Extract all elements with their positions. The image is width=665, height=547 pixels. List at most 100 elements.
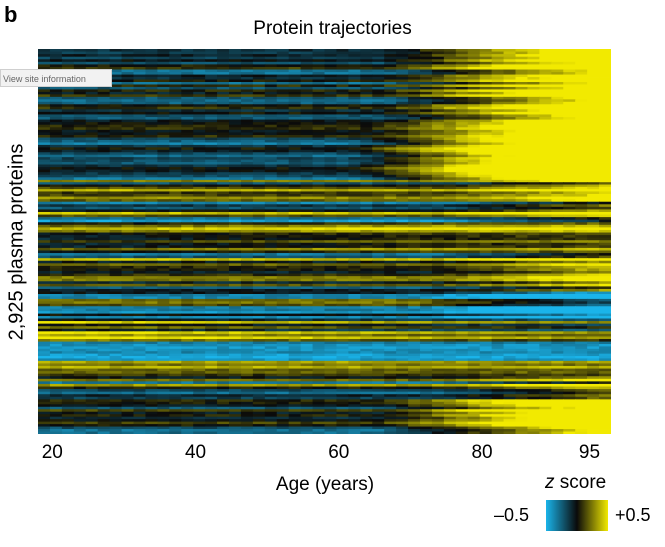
heatmap-cell xyxy=(491,106,505,110)
heatmap-cell xyxy=(193,89,206,93)
heatmap-cell xyxy=(527,94,540,98)
heatmap-cell xyxy=(587,144,600,148)
heatmap-cell xyxy=(193,54,206,58)
heatmap-cell xyxy=(455,260,469,264)
heatmap-cell xyxy=(133,245,147,249)
heatmap-cell xyxy=(240,222,254,226)
heatmap-cell xyxy=(85,49,99,52)
heatmap-cell xyxy=(121,77,135,80)
heatmap-cell xyxy=(205,179,218,183)
heatmap-cell xyxy=(455,219,469,223)
heatmap-cell xyxy=(252,94,266,98)
heatmap-cell xyxy=(97,124,111,128)
heatmap-cell xyxy=(599,104,611,108)
heatmap-cell xyxy=(563,82,576,85)
heatmap-cell xyxy=(312,162,326,165)
heatmap-cell xyxy=(396,66,409,70)
heatmap-cell xyxy=(61,59,75,63)
heatmap-cell xyxy=(587,283,600,287)
heatmap-cell xyxy=(599,194,611,197)
heatmap-cell xyxy=(61,281,75,285)
heatmap-cell xyxy=(38,245,51,249)
heatmap-row xyxy=(38,281,611,285)
heatmap-cell xyxy=(443,149,457,153)
heatmap-cell xyxy=(348,152,361,156)
heatmap-cell xyxy=(587,194,600,197)
heatmap-cell xyxy=(240,184,254,188)
heatmap-cell xyxy=(348,229,361,233)
heatmap-cell xyxy=(240,119,254,123)
heatmap-cell xyxy=(169,179,182,183)
heatmap-cell xyxy=(97,303,111,307)
heatmap-cell xyxy=(133,111,147,115)
heatmap-cell xyxy=(336,64,349,68)
heatmap-cell xyxy=(348,134,361,138)
heatmap-cell xyxy=(443,49,457,52)
heatmap-cell xyxy=(252,164,266,168)
heatmap-cell xyxy=(61,222,75,226)
heatmap-cell xyxy=(145,237,158,241)
heatmap-cell xyxy=(85,129,99,133)
heatmap-cell xyxy=(479,209,493,213)
heatmap-cell xyxy=(539,96,552,100)
heatmap-cell xyxy=(157,177,170,181)
heatmap-cell xyxy=(97,263,111,267)
heatmap-cell xyxy=(467,56,481,60)
heatmap-cell xyxy=(85,232,99,236)
heatmap-cell xyxy=(360,294,373,297)
heatmap-cell xyxy=(217,276,230,280)
heatmap-cell xyxy=(264,144,278,148)
heatmap-cell xyxy=(599,301,611,305)
heatmap-cell xyxy=(157,268,170,272)
heatmap-cell xyxy=(38,273,51,277)
heatmap-cell xyxy=(324,219,338,223)
heatmap-cell xyxy=(527,132,540,136)
heatmap-cell xyxy=(49,174,63,178)
heatmap-cell xyxy=(145,265,158,269)
heatmap-cell xyxy=(348,142,361,146)
heatmap-cell xyxy=(193,237,206,241)
heatmap-cell xyxy=(408,206,421,210)
heatmap-cell xyxy=(229,242,242,246)
heatmap-cell xyxy=(539,242,552,246)
heatmap-cell xyxy=(551,61,564,65)
heatmap-cell xyxy=(372,229,385,233)
heatmap-cell xyxy=(539,104,552,108)
heatmap-cell xyxy=(503,137,517,141)
heatmap-cell xyxy=(169,232,182,236)
heatmap-cell xyxy=(443,211,457,215)
heatmap-cell xyxy=(443,82,457,85)
heatmap-cell xyxy=(38,152,51,156)
heatmap-cell xyxy=(181,229,194,233)
heatmap-cell xyxy=(599,157,611,160)
heatmap-cell xyxy=(109,49,123,52)
heatmap-cell xyxy=(443,109,457,113)
heatmap-cell xyxy=(336,224,349,228)
heatmap-cell xyxy=(38,132,51,136)
heatmap-cell xyxy=(133,174,147,178)
heatmap-cell xyxy=(396,167,409,171)
heatmap-cell xyxy=(133,211,147,215)
heatmap-cell xyxy=(193,140,206,143)
heatmap-cell xyxy=(467,157,481,160)
heatmap-cell xyxy=(288,140,302,143)
heatmap-cell xyxy=(264,96,278,100)
heatmap-cell xyxy=(240,147,254,151)
heatmap-cell xyxy=(408,211,421,215)
heatmap-cell xyxy=(264,240,278,244)
heatmap-cell xyxy=(539,301,552,305)
heatmap-cell xyxy=(599,147,611,151)
heatmap-cell xyxy=(240,72,254,75)
heatmap-cell xyxy=(109,240,123,244)
heatmap-cell xyxy=(587,229,600,233)
heatmap-cell xyxy=(181,217,194,221)
heatmap-cell xyxy=(121,86,135,90)
heatmap-cell xyxy=(431,167,445,171)
heatmap-cell xyxy=(431,250,445,254)
heatmap-cell xyxy=(503,127,517,131)
heatmap-cell xyxy=(288,74,302,78)
heatmap-cell xyxy=(372,276,385,280)
heatmap-cell xyxy=(431,162,445,165)
heatmap-cell xyxy=(587,167,600,171)
heatmap-cell xyxy=(288,182,302,185)
